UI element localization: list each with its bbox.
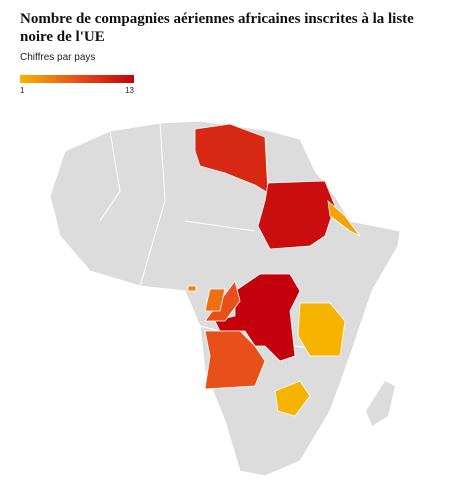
region	[297, 302, 346, 357]
region	[204, 330, 266, 390]
region	[204, 288, 226, 312]
legend-bar	[20, 75, 134, 83]
legend-max: 13	[125, 86, 134, 95]
legend-min: 1	[20, 86, 25, 95]
borders	[99, 122, 331, 352]
title: Nombre de compagnies aériennes africaine…	[20, 11, 414, 45]
region	[274, 380, 311, 417]
legend-title: Chiffres par pays	[20, 52, 96, 63]
region	[327, 199, 361, 237]
map: 1 13	[20, 75, 401, 477]
region	[194, 123, 269, 194]
region	[187, 285, 197, 292]
region	[257, 180, 336, 250]
madagascar	[366, 381, 395, 426]
